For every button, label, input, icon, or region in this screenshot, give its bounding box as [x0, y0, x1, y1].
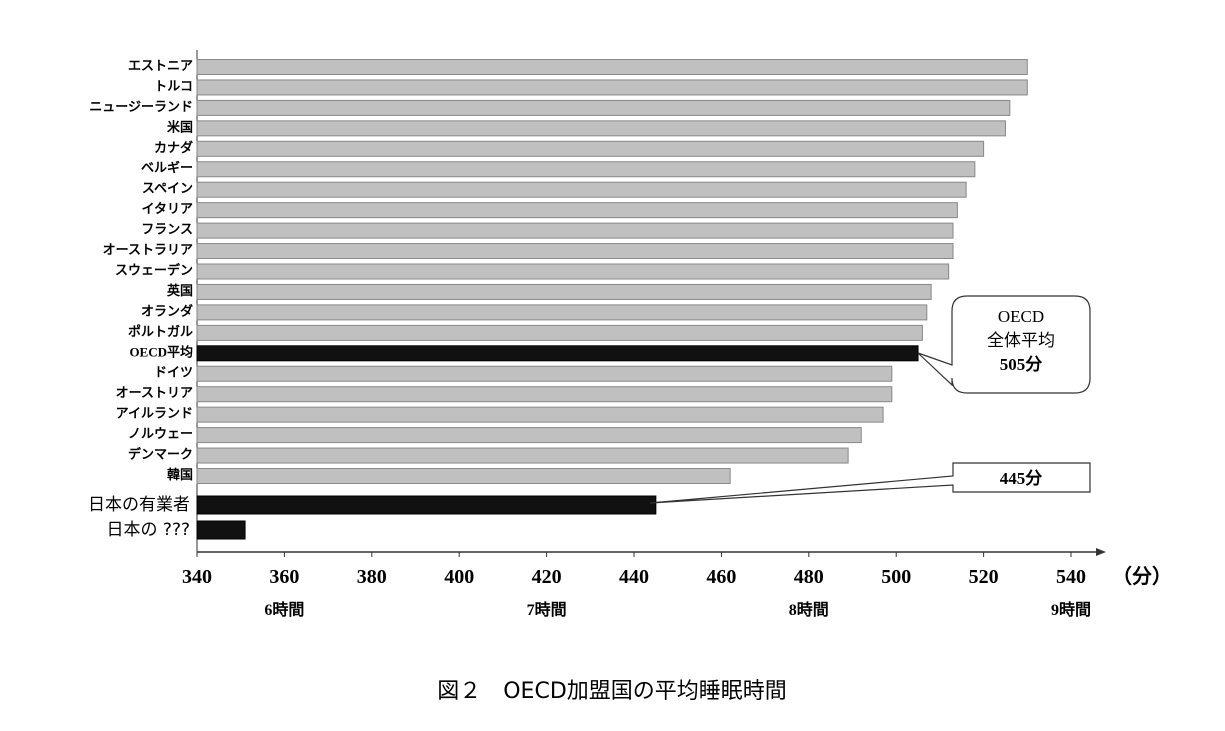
bar — [196, 120, 1006, 137]
category-label: カナダ — [154, 140, 193, 155]
chart-title: 図２ OECD加盟国の平均睡眠時間 — [437, 679, 787, 704]
x-tick-label: 540 — [1056, 566, 1086, 588]
category-label: アイルランド — [116, 406, 193, 421]
category-label: OECD平均 — [129, 344, 193, 359]
bar — [196, 79, 1028, 96]
x-tick-label: 340 — [182, 566, 212, 588]
bar — [196, 202, 958, 219]
hour-label: 6時間 — [264, 600, 304, 619]
bar — [196, 345, 919, 362]
category-label: 韓国 — [167, 467, 193, 482]
callout-text: OECD — [998, 307, 1044, 326]
category-label: フランス — [141, 222, 193, 237]
bar — [196, 324, 923, 341]
category-label: オーストラリア — [103, 242, 193, 257]
x-tick-label: 400 — [444, 566, 474, 588]
x-tick-label: 360 — [269, 566, 299, 588]
category-label: オーストリア — [116, 385, 193, 400]
category-label: 日本の ??? — [107, 520, 190, 540]
category-label: ニュージーランド — [89, 99, 193, 114]
callout-text: 505分 — [1000, 355, 1043, 374]
callout-text: 445分 — [1000, 469, 1043, 488]
x-tick-label: 520 — [969, 566, 999, 588]
x-tick-label: 420 — [532, 566, 562, 588]
x-tick-label: 380 — [357, 566, 387, 588]
bar — [196, 161, 976, 178]
hour-label: 8時間 — [789, 600, 829, 619]
bar — [196, 447, 849, 464]
category-label: 日本の有業者 — [88, 495, 190, 515]
bar — [196, 427, 862, 444]
x-unit: （分） — [1112, 565, 1172, 588]
category-label: 米国 — [167, 119, 193, 134]
bar — [196, 495, 657, 515]
bar — [196, 140, 985, 157]
category-label: スペイン — [142, 181, 193, 196]
category-label: ポルトガル — [128, 324, 193, 339]
category-label: ノルウェー — [128, 426, 193, 441]
category-label: オランダ — [141, 303, 193, 318]
category-label: トルコ — [154, 78, 193, 93]
bar — [196, 181, 967, 198]
bar — [196, 243, 954, 260]
bar — [196, 222, 954, 239]
callout-box — [649, 462, 1091, 504]
category-label: ベルギー — [141, 160, 193, 175]
x-tick-label: 500 — [881, 566, 911, 588]
callout-text: 全体平均 — [987, 331, 1055, 350]
bar — [196, 99, 1011, 116]
bar — [196, 520, 246, 540]
category-label: デンマーク — [128, 447, 193, 462]
callout-box — [917, 295, 1091, 394]
category-label: ドイツ — [154, 365, 193, 380]
bar — [196, 386, 893, 403]
bar — [196, 304, 928, 321]
bar — [196, 283, 932, 300]
x-tick-label: 460 — [706, 566, 736, 588]
x-tick-label: 440 — [619, 566, 649, 588]
category-label: スウェーデン — [115, 262, 193, 277]
axis-arrow — [1096, 548, 1106, 556]
x-tick-label: 480 — [794, 566, 824, 588]
bar — [196, 59, 1028, 75]
bar — [196, 365, 893, 382]
category-label: 英国 — [166, 283, 193, 298]
bar — [196, 406, 884, 423]
hour-label: 7時間 — [527, 600, 567, 619]
bar — [196, 263, 950, 280]
category-label: イタリア — [142, 201, 193, 216]
hour-label: 9時間 — [1051, 600, 1091, 619]
bar — [196, 468, 731, 484]
category-label: エストニア — [128, 58, 193, 73]
